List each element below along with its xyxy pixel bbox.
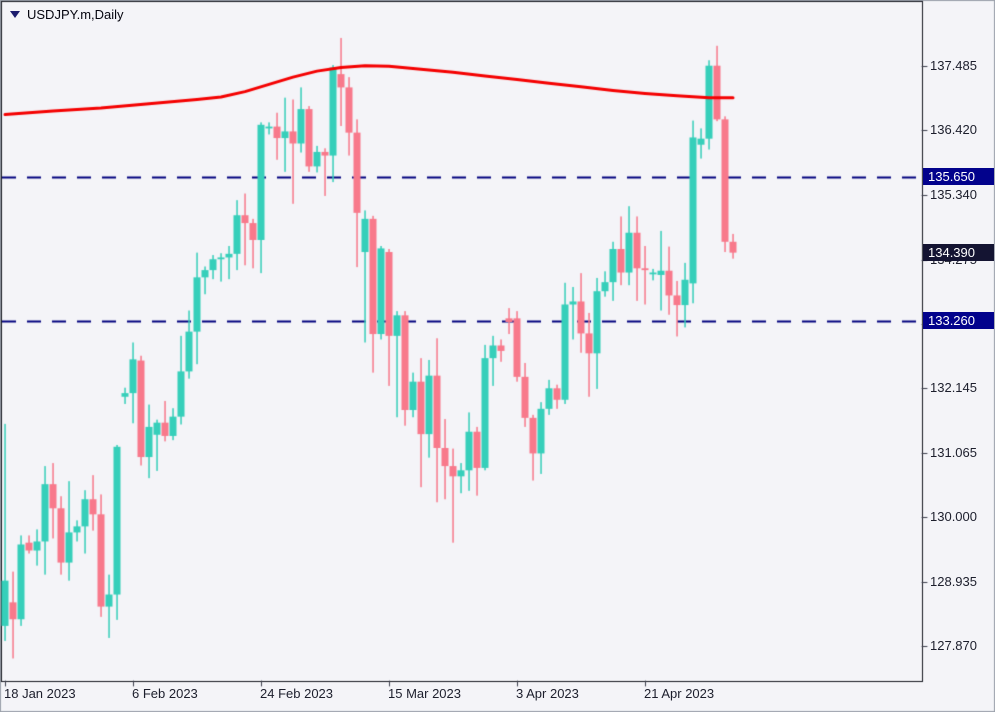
x-axis-date-label: 24 Feb 2023 — [260, 686, 334, 701]
hline-price-badge: 135.650 — [923, 168, 994, 186]
hline-price-badge: 133.260 — [923, 312, 994, 330]
x-axis-date-label: 18 Jan 2023 — [4, 686, 76, 701]
x-axis-date-label: 15 Mar 2023 — [388, 686, 461, 701]
y-axis-price-label: 131.065 — [930, 445, 977, 461]
y-axis-price-label: 127.870 — [930, 637, 977, 653]
y-axis-price-label: 136.420 — [930, 122, 977, 138]
symbol-label: USDJPY.m,Daily — [27, 7, 124, 22]
y-axis-price-label: 137.485 — [930, 58, 977, 73]
x-axis-date-label: 6 Feb 2023 — [132, 686, 198, 701]
y-axis-price-label: 132.145 — [930, 380, 977, 395]
collapse-triangle-icon[interactable] — [10, 11, 20, 18]
chart-title: USDJPY.m,Daily — [10, 7, 124, 22]
y-axis-price-label: 135.340 — [930, 187, 977, 203]
current-price-badge: 134.390 — [923, 244, 994, 262]
y-axis-price-label: 130.000 — [930, 509, 977, 525]
x-axis-date-label: 3 Apr 2023 — [516, 686, 579, 701]
y-axis-price-label: 128.935 — [930, 573, 977, 589]
x-axis-date-label: 21 Apr 2023 — [644, 686, 715, 701]
